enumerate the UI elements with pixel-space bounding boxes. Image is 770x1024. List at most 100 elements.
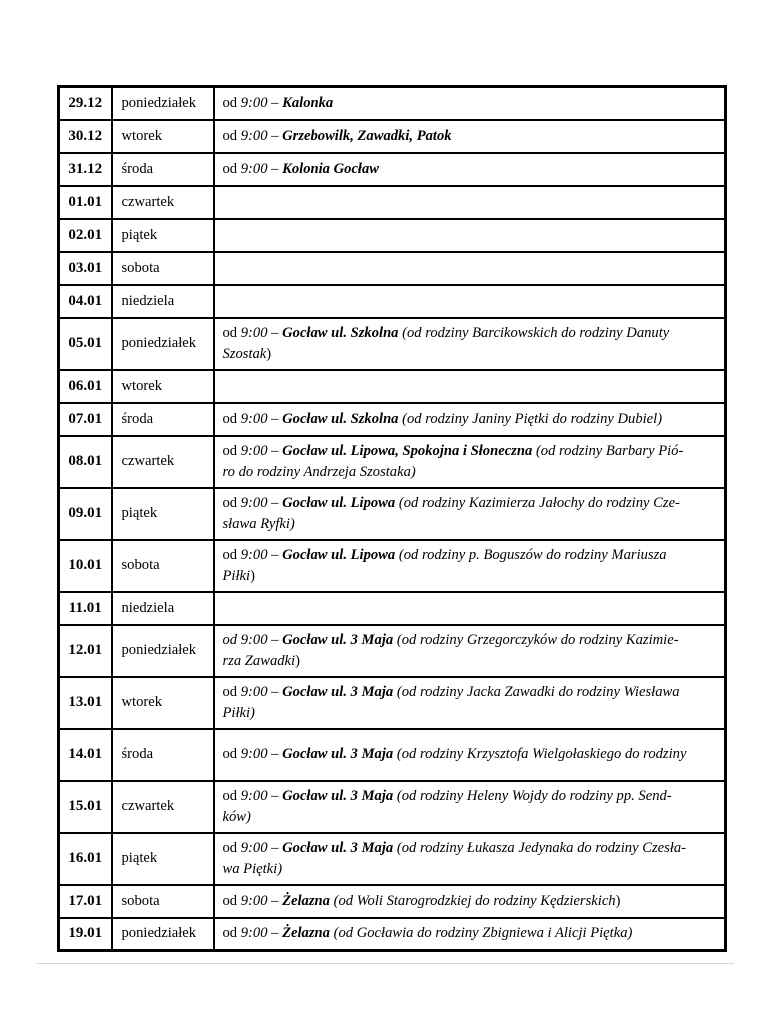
description-segment: 9:00 xyxy=(240,546,268,563)
day-cell: sobota xyxy=(110,883,215,919)
table-row: 29.12 poniedziałek od 9:00 – Kalonka xyxy=(57,85,727,121)
date-cell: 01.01 xyxy=(57,184,113,220)
description-segment: – xyxy=(267,160,283,177)
description-segment: od xyxy=(222,160,241,177)
date-cell: 19.01 xyxy=(57,916,113,952)
date-cell: 13.01 xyxy=(57,675,113,730)
page-shadow-line xyxy=(36,963,734,964)
description-cell xyxy=(212,184,727,220)
table-row: 04.01 niedziela xyxy=(57,283,727,319)
description-segment: Gocław ul. 3 Maja xyxy=(282,683,394,700)
date-cell: 06.01 xyxy=(57,368,113,404)
description-segment: od xyxy=(222,94,241,111)
table-row: 03.01 sobota xyxy=(57,250,727,286)
description-segment: Gocław ul. 3 Maja xyxy=(282,839,394,856)
description-cell xyxy=(212,590,727,626)
description-segment: – xyxy=(267,839,283,856)
description-segment: Żelazna xyxy=(282,925,330,942)
description-segment: od xyxy=(222,683,241,700)
date-cell: 30.12 xyxy=(57,118,113,154)
day-cell: czwartek xyxy=(110,434,215,489)
day-cell: piątek xyxy=(110,217,215,253)
day-cell: poniedziałek xyxy=(110,316,215,371)
description-segment: – xyxy=(267,94,283,111)
day-cell: poniedziałek xyxy=(110,623,215,678)
description-segment: ) xyxy=(615,892,621,909)
description-segment: 9:00 xyxy=(240,324,268,341)
description-segment: 9:00 xyxy=(240,410,268,427)
table-row: 12.01 poniedziałek od 9:00 – Gocław ul. … xyxy=(57,623,727,678)
description-cell xyxy=(212,250,727,286)
table-row: 14.01 środa od 9:00 – Gocław ul. 3 Maja … xyxy=(57,727,727,782)
description-segment: – xyxy=(267,746,283,762)
description-segment: 9:00 xyxy=(240,160,268,177)
date-cell: 09.01 xyxy=(57,486,113,541)
description-segment: (od rodziny Jacka Zawadki do rodziny Wie… xyxy=(222,683,680,721)
day-cell: piątek xyxy=(110,486,215,541)
description-segment: (od rodziny Heleny Wojdy do rodziny pp. … xyxy=(222,787,672,825)
description-cell: od 9:00 – Gocław ul. Szkolna (od rodziny… xyxy=(212,316,727,371)
date-cell: 14.01 xyxy=(57,727,113,782)
day-cell: wtorek xyxy=(110,368,215,404)
table-row: 31.12 środa od 9:00 – Kolonia Gocław xyxy=(57,151,727,187)
description-segment: (od rodziny p. Boguszów do rodziny Mariu… xyxy=(222,546,667,584)
description-cell: od 9:00 – Kolonia Gocław xyxy=(212,151,727,187)
date-cell: 02.01 xyxy=(57,217,113,253)
description-segment: – xyxy=(267,494,283,511)
description-segment: (od rodziny Kazimierza Jałochy do rodzin… xyxy=(222,494,680,532)
description-segment: od xyxy=(222,324,241,341)
day-cell: poniedziałek xyxy=(110,85,215,121)
date-cell: 17.01 xyxy=(57,883,113,919)
description-segment: od 9:00 – xyxy=(222,631,283,648)
description-segment: od xyxy=(222,546,241,563)
date-cell: 07.01 xyxy=(57,401,113,437)
day-cell: środa xyxy=(110,401,215,437)
description-cell: od 9:00 – Gocław ul. 3 Maja (od rodziny … xyxy=(212,623,727,678)
description-segment: 9:00 xyxy=(240,746,268,762)
day-cell: środa xyxy=(110,151,215,187)
description-cell: od 9:00 – Gocław ul. Lipowa (od rodziny … xyxy=(212,538,727,593)
description-segment: Gocław ul. Lipowa xyxy=(282,546,396,563)
day-cell: wtorek xyxy=(110,118,215,154)
description-segment: Grzebowilk, Zawadki, Patok xyxy=(282,127,452,144)
date-cell: 31.12 xyxy=(57,151,113,187)
table-row: 30.12 wtorek od 9:00 – Grzebowilk, Zawad… xyxy=(57,118,727,154)
table-row: 01.01 czwartek xyxy=(57,184,727,220)
description-segment: 9:00 xyxy=(240,442,268,459)
description-segment: 9:00 xyxy=(240,494,268,511)
description-segment: Gocław ul. 3 Maja xyxy=(282,746,394,762)
description-segment: – xyxy=(267,442,283,459)
day-cell: sobota xyxy=(110,250,215,286)
table-row: 11.01 niedziela xyxy=(57,590,727,626)
description-segment: (od rodziny Janiny Piętki do rodziny Dub… xyxy=(402,410,663,427)
description-segment: (od Gocławia do rodziny Zbigniewa i Alic… xyxy=(333,925,633,942)
description-segment: Kalonka xyxy=(282,94,334,111)
description-cell xyxy=(212,217,727,253)
description-segment: 9:00 xyxy=(240,94,268,111)
description-segment: – xyxy=(267,925,283,942)
description-cell: od 9:00 – Gocław ul. 3 Maja (od rodziny … xyxy=(212,779,727,834)
description-cell: od 9:00 – Żelazna (od Woli Starogrodzkie… xyxy=(212,883,727,919)
description-segment: od xyxy=(222,442,241,459)
description-segment: ) xyxy=(266,345,272,362)
description-segment: od xyxy=(222,787,241,804)
date-cell: 29.12 xyxy=(57,85,113,121)
description-segment: od xyxy=(222,892,241,909)
table-row: 13.01 wtorek od 9:00 – Gocław ul. 3 Maja… xyxy=(57,675,727,730)
description-segment: 9:00 xyxy=(240,892,268,909)
description-segment: od xyxy=(222,925,241,942)
date-cell: 10.01 xyxy=(57,538,113,593)
description-segment: ) xyxy=(250,567,255,584)
description-segment: Gocław ul. Lipowa xyxy=(282,494,396,511)
description-cell: od 9:00 – Gocław ul. Lipowa, Spokojna i … xyxy=(212,434,727,489)
day-cell: poniedziałek xyxy=(110,916,215,952)
description-segment: – xyxy=(267,324,283,341)
description-segment: 9:00 xyxy=(240,787,268,804)
description-cell: od 9:00 – Gocław ul. 3 Maja (od rodziny … xyxy=(212,831,727,886)
description-segment: – xyxy=(267,546,283,563)
schedule-body: 29.12 poniedziałek od 9:00 – Kalonka 30.… xyxy=(57,85,727,952)
day-cell: niedziela xyxy=(110,590,215,626)
description-segment: Kolonia Gocław xyxy=(282,160,380,177)
day-cell: czwartek xyxy=(110,779,215,834)
